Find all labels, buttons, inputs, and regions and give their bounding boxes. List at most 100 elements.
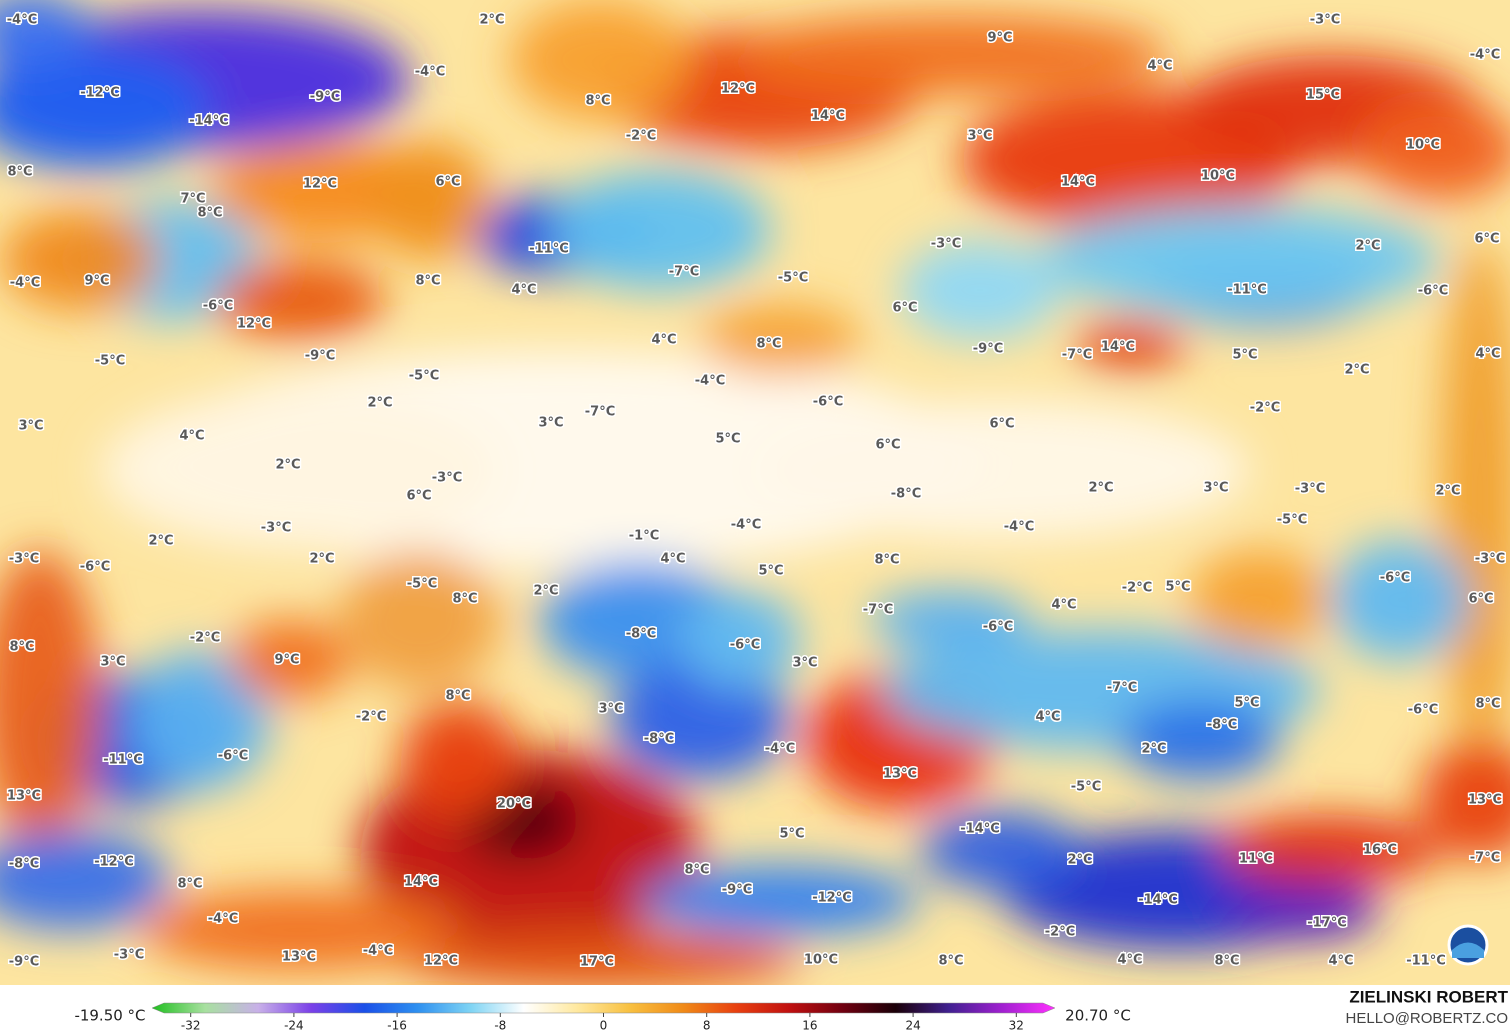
temperature-label: 10°C [1406,138,1440,153]
temperature-label: -12°C [812,891,852,906]
temperature-label: 2°C [533,584,558,599]
temperature-label: -8°C [1207,718,1237,733]
temperature-label: 8°C [177,877,202,892]
temperature-label: 8°C [9,640,34,655]
temperature-label: -3°C [432,471,462,486]
temperature-label: 5°C [1234,696,1259,711]
temperature-label: 14°C [811,109,845,124]
temperature-label: 8°C [1214,954,1239,969]
temperature-label: 3°C [100,655,125,670]
temperature-label: 8°C [756,337,781,352]
temperature-label: -4°C [415,65,445,80]
temperature-label: 4°C [511,283,536,298]
temperature-label: 2°C [1355,239,1380,254]
temperature-label: 8°C [585,94,610,109]
temperature-label: 9°C [84,274,109,289]
temperature-label: 13°C [7,789,41,804]
temperature-label: -4°C [1004,520,1034,535]
temperature-label: -7°C [585,405,615,420]
temperature-label: -6°C [813,395,843,410]
temperature-label: 6°C [1474,232,1499,247]
temperature-label: -2°C [1122,581,1152,596]
temperature-label: 2°C [367,396,392,411]
temperature-label: 4°C [651,333,676,348]
temperature-label: -11°C [529,242,569,257]
temperature-label: 4°C [1328,954,1353,969]
temperature-label: -4°C [1470,48,1500,63]
map-field [0,0,1510,985]
temperature-label: 10°C [804,953,838,968]
temperature-label: -6°C [80,560,110,575]
temperature-label: -9°C [310,90,340,105]
temperature-label: -6°C [1380,571,1410,586]
temperature-label: -8°C [891,487,921,502]
temperature-label: -3°C [114,948,144,963]
temperature-label: 9°C [987,31,1012,46]
temperature-label: -6°C [1418,284,1448,299]
temperature-label: -12°C [94,855,134,870]
temperature-label: -2°C [1250,401,1280,416]
temperature-label: 12°C [721,82,755,97]
temperature-label: 3°C [598,702,623,717]
colorbar-tick-label: 0 [600,1019,608,1033]
temperature-label: -9°C [973,342,1003,357]
temperature-label: -5°C [1071,780,1101,795]
colorbar-tick-label: 32 [1009,1019,1024,1033]
temperature-label: -2°C [626,129,656,144]
credit-name: ZIELINSKI ROBERT [1349,987,1508,1006]
temperature-label: -14°C [189,114,229,129]
temperature-label: -17°C [1307,916,1347,931]
temperature-label: 5°C [779,827,804,842]
temperature-label: 11°C [1239,852,1273,867]
temperature-label: -5°C [95,354,125,369]
temperature-label: -9°C [722,883,752,898]
temperature-label: -12°C [80,86,120,101]
temperature-label: -9°C [9,955,39,970]
temperature-label: -2°C [1045,925,1075,940]
noaa-logo [1447,924,1489,966]
temperature-label: -6°C [1408,703,1438,718]
temperature-label: -9°C [305,349,335,364]
temperature-label: 3°C [1203,481,1228,496]
temperature-label: 5°C [1232,348,1257,363]
temperature-label: 8°C [452,592,477,607]
temperature-label: -3°C [9,552,39,567]
temperature-label: 4°C [179,429,204,444]
temperature-label: -4°C [208,912,238,927]
temperature-label: -4°C [10,276,40,291]
temperature-label: 2°C [479,13,504,28]
temperature-label: 13°C [1468,793,1502,808]
temperature-label: 13°C [883,767,917,782]
temperature-label: -7°C [1107,681,1137,696]
temperature-label: -11°C [1406,954,1446,969]
temperature-label: 8°C [874,553,899,568]
temperature-label: -8°C [9,857,39,872]
temperature-label: -6°C [983,620,1013,635]
temperature-label: 5°C [715,432,740,447]
temperature-label: -4°C [695,374,725,389]
temperature-label: 2°C [309,552,334,567]
colorbar-tick-label: -8 [494,1019,506,1033]
temperature-label: -7°C [863,603,893,618]
temperature-label: -5°C [778,271,808,286]
temperature-label: 9°C [274,653,299,668]
colorbar-tick-label: -16 [387,1019,407,1033]
temperature-label: 12°C [237,317,271,332]
temperature-label: 8°C [197,206,222,221]
temperature-label: 6°C [435,175,460,190]
temperature-label: -3°C [931,237,961,252]
temperature-label: -3°C [261,521,291,536]
colorbar-tick-label: 8 [703,1019,711,1033]
temperature-label: -5°C [409,369,439,384]
temperature-label: -5°C [407,577,437,592]
temperature-label: 8°C [7,165,32,180]
temperature-label: -4°C [731,518,761,533]
temperature-label: 8°C [1475,697,1500,712]
temperature-label: -6°C [730,638,760,653]
labels: -4°C 2°C -3°C 9°C -4°C 4°C -4°C -12°C 8°C 12°C -9°… [5,11,1506,971]
temperature-label: 14°C [1061,175,1095,190]
colorbar-min: -19.50 °C [74,1007,145,1025]
temperature-label: -2°C [356,710,386,725]
temperature-label: -3°C [1310,13,1340,28]
